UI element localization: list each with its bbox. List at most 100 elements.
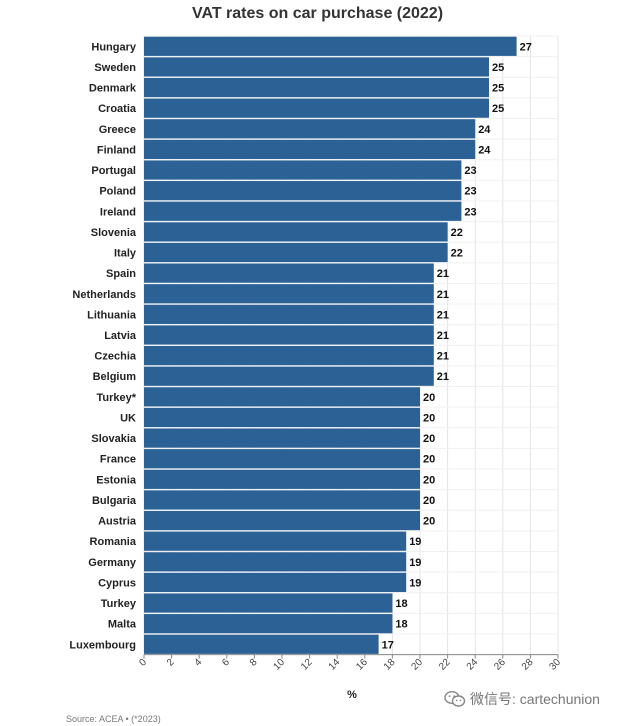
bar-turkey xyxy=(144,387,420,407)
category-label: Malta xyxy=(108,619,137,631)
bar-lithuania xyxy=(144,304,434,324)
category-label: Romania xyxy=(90,536,137,548)
wechat-icon xyxy=(444,690,466,707)
tick-label: 28 xyxy=(520,657,536,673)
category-label: Germany xyxy=(88,557,137,569)
bar-poland xyxy=(144,181,462,201)
bar-czechia xyxy=(144,346,434,366)
x-axis-label: % xyxy=(347,689,357,701)
category-labels: Hungary Sweden Denmark Croatia Greece Finland… xyxy=(69,41,137,651)
category-label: Cyprus xyxy=(98,577,136,589)
value-label: 18 xyxy=(395,619,407,631)
bar-sweden xyxy=(144,57,489,77)
value-label: 21 xyxy=(437,289,449,301)
value-label: 20 xyxy=(423,516,435,528)
tick-label: 0 xyxy=(137,657,149,669)
bar-spain xyxy=(144,263,434,283)
category-label: Finland xyxy=(97,144,136,156)
value-label: 21 xyxy=(437,351,449,363)
tick-label: 18 xyxy=(382,657,398,673)
bar-bulgaria xyxy=(144,490,420,510)
value-label: 21 xyxy=(437,268,449,280)
bars xyxy=(144,36,517,654)
category-label: Latvia xyxy=(104,330,137,342)
category-label: France xyxy=(100,454,136,466)
category-label: Netherlands xyxy=(72,289,136,301)
value-label: 20 xyxy=(423,454,435,466)
category-label: Estonia xyxy=(96,474,137,486)
category-label: Poland xyxy=(99,186,136,198)
tick-label: 20 xyxy=(409,657,425,673)
category-label: Denmark xyxy=(89,83,137,95)
tick-label: 10 xyxy=(271,657,287,673)
category-label: Portugal xyxy=(91,165,136,177)
bar-cyprus xyxy=(144,572,407,593)
category-label: Ireland xyxy=(100,206,136,218)
value-label: 18 xyxy=(395,598,407,610)
category-label: Luxembourg xyxy=(69,639,136,651)
value-label: 20 xyxy=(423,474,435,486)
tick-label: 24 xyxy=(465,657,481,673)
bar-turkey xyxy=(144,593,393,613)
category-label: Sweden xyxy=(94,62,136,74)
watermark-text: 微信号: cartechunion xyxy=(470,691,600,707)
value-label: 20 xyxy=(423,433,435,445)
tick-label: 26 xyxy=(492,657,508,673)
value-label: 24 xyxy=(478,144,491,156)
value-label: 27 xyxy=(520,41,532,53)
bar-slovakia xyxy=(144,428,420,448)
value-label: 23 xyxy=(464,206,476,218)
category-label: Spain xyxy=(106,268,136,280)
category-label: Slovakia xyxy=(91,433,137,445)
bar-austria xyxy=(144,510,420,531)
bar-germany xyxy=(144,552,407,572)
category-label: Italy xyxy=(114,248,137,260)
bar-croatia xyxy=(144,98,489,118)
chart-title: VAT rates on car purchase (2022) xyxy=(191,5,444,22)
value-label: 24 xyxy=(478,124,491,136)
value-label: 19 xyxy=(409,557,421,569)
category-label: Croatia xyxy=(98,103,137,115)
value-label: 21 xyxy=(437,309,449,321)
category-label: Lithuania xyxy=(87,309,137,321)
bar-slovenia xyxy=(144,222,448,242)
tick-label: 12 xyxy=(299,657,315,673)
tick-label: 16 xyxy=(354,657,370,673)
bar-romania xyxy=(144,531,407,551)
category-label: Czechia xyxy=(94,351,136,363)
category-label: Bulgaria xyxy=(92,495,137,507)
value-label: 20 xyxy=(423,392,435,404)
category-label: Turkey xyxy=(101,598,137,610)
bar-netherlands xyxy=(144,284,434,304)
tick-label: 8 xyxy=(248,657,260,669)
value-label: 22 xyxy=(451,227,463,239)
bar-italy xyxy=(144,242,448,263)
tick-label: 6 xyxy=(220,657,232,669)
tick-label: 4 xyxy=(193,657,205,669)
bar-greece xyxy=(144,119,476,139)
bar-hungary xyxy=(144,36,517,56)
bar-estonia xyxy=(144,469,420,489)
category-label: Hungary xyxy=(91,41,137,53)
bar-finland xyxy=(144,139,476,160)
bar-belgium xyxy=(144,366,434,386)
tick-label: 30 xyxy=(547,657,563,673)
bar-portugal xyxy=(144,160,462,180)
value-label: 19 xyxy=(409,577,421,589)
value-label: 23 xyxy=(464,165,476,177)
category-label: Belgium xyxy=(93,371,137,383)
tick-label: 2 xyxy=(165,657,177,669)
category-label: Greece xyxy=(99,124,136,136)
value-label: 21 xyxy=(437,371,449,383)
bar-malta xyxy=(144,614,393,634)
x-axis-ticks: 0 2 4 6 8 10 12 14 16 18 20 22 24 26 28 30 xyxy=(137,654,563,673)
bar-uk xyxy=(144,407,420,428)
bar-denmark xyxy=(144,77,489,98)
category-label: Austria xyxy=(98,516,137,528)
grid-lines xyxy=(143,35,559,656)
value-labels: 2725252524242323232222212121212121202020… xyxy=(382,41,532,651)
value-label: 19 xyxy=(409,536,421,548)
watermark: 微信号: cartechunion xyxy=(444,689,600,709)
value-label: 21 xyxy=(437,330,449,342)
value-label: 25 xyxy=(492,62,504,74)
